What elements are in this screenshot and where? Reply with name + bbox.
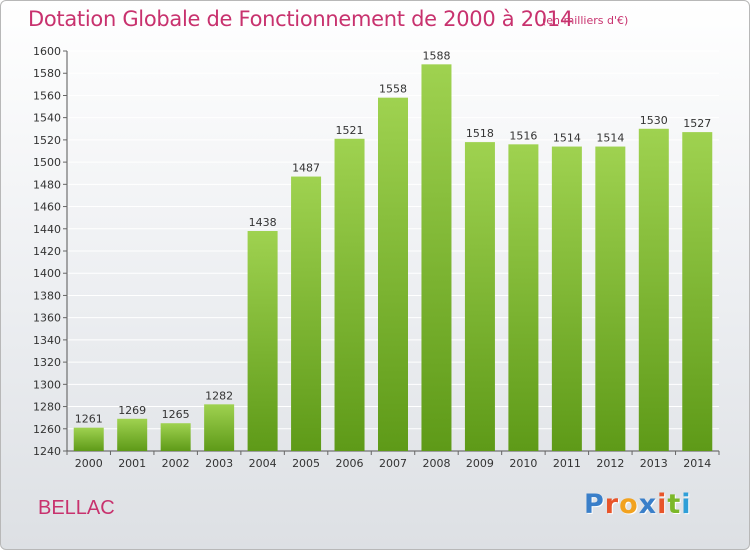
logo-letter: i [681,489,692,520]
y-tick-label: 1340 [33,334,61,347]
data-label: 1438 [249,216,277,229]
bar-2013 [638,128,669,451]
data-label: 1265 [162,408,190,421]
y-tick-label: 1380 [33,289,61,302]
x-tick-label: 2010 [509,457,537,470]
data-label: 1282 [205,389,233,402]
logo-letter: t [667,489,682,520]
bar-2000 [73,427,104,451]
data-label: 1487 [292,162,320,175]
bar-2004 [247,231,278,451]
data-label: 1261 [75,413,103,426]
x-tick-label: 2009 [466,457,494,470]
logo-letter: o [619,489,639,520]
bar-2001 [117,418,148,451]
y-tick-label: 1360 [33,312,61,325]
y-tick-label: 1320 [33,356,61,369]
y-axis-ticks: 1240 1260 1280 1300 1320 1340 1360 1380 1400 1420… [33,45,67,458]
x-tick-label: 2013 [640,457,668,470]
chart-subtitle: (en milliers d'€) [542,14,629,27]
x-tick-label: 2012 [596,457,624,470]
bar-2005 [291,176,322,452]
bar-2010 [508,144,539,452]
bar-2014 [682,132,713,451]
bar-2008 [421,64,452,452]
y-tick-label: 1440 [33,223,61,236]
y-tick-label: 1420 [33,245,61,258]
logo-letter: i [657,489,668,520]
data-label: 1530 [640,114,668,127]
y-tick-label: 1580 [33,67,61,80]
y-tick-label: 1280 [33,401,61,414]
bar-2002 [160,423,191,451]
x-tick-label: 2007 [379,457,407,470]
x-tick-label: 2008 [422,457,450,470]
y-tick-label: 1240 [33,445,61,458]
x-tick-label: 2001 [118,457,146,470]
x-tick-label: 2014 [683,457,711,470]
bar-2011 [551,146,582,452]
logo-letter: r [604,489,620,520]
bar-2003 [204,404,235,451]
y-tick-label: 1500 [33,156,61,169]
x-tick-label: 2003 [205,457,233,470]
x-tick-label: 2000 [75,457,103,470]
y-tick-label: 1600 [33,45,61,58]
data-label: 1518 [466,127,494,140]
y-tick-label: 1520 [33,134,61,147]
logo-letter: P [584,489,605,520]
x-tick-label: 2006 [336,457,364,470]
y-tick-label: 1300 [33,378,61,391]
bar-2006 [334,138,365,451]
bar-2009 [464,142,495,451]
y-tick-label: 1460 [33,201,61,214]
y-tick-label: 1560 [33,89,61,102]
y-tick-label: 1260 [33,423,61,436]
data-label: 1521 [336,124,364,137]
x-tick-label: 2005 [292,457,320,470]
x-axis-ticks: 2000 2001 2002 2003 2004 2005 2006 2007 2008 2009… [66,451,720,470]
x-tick-label: 2004 [249,457,277,470]
data-label: 1269 [118,404,146,417]
y-tick-label: 1400 [33,267,61,280]
x-tick-label: 2002 [162,457,190,470]
bar-2012 [595,146,626,452]
data-label: 1558 [379,83,407,96]
data-label: 1514 [596,132,624,145]
y-tick-label: 1540 [33,112,61,125]
data-label: 1527 [683,117,711,130]
y-tick-label: 1480 [33,178,61,191]
bars [73,64,713,452]
data-label: 1516 [509,129,537,142]
data-label: 1514 [553,132,581,145]
x-tick-label: 2011 [553,457,581,470]
data-label: 1588 [422,49,450,62]
city-name: BELLAC [38,497,115,519]
bar-2007 [378,97,408,452]
chart-title: Dotation Globale de Fonctionnement de 20… [28,7,573,31]
logo-letter: x [638,489,658,520]
proxiti-logo[interactable]: Proxiti [584,489,692,520]
data-labels: 1261 1269 1265 1282 1438 1487 1521 1558 1588 1518… [75,49,712,425]
